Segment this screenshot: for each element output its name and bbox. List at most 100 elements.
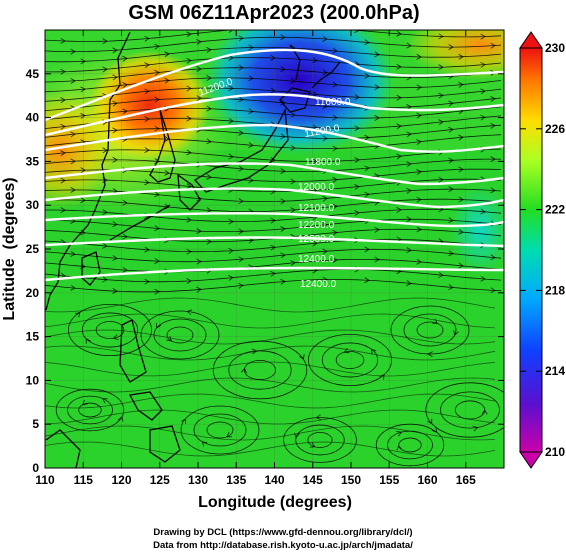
y-tick-label: 40 bbox=[26, 111, 40, 125]
wind-arrow-head bbox=[238, 256, 244, 263]
wind-arrow-head bbox=[458, 196, 464, 203]
wind-arrow-head bbox=[228, 247, 234, 254]
wind-arrow-head bbox=[206, 238, 212, 245]
contour-11200 bbox=[45, 48, 504, 122]
wind-arrow-head bbox=[155, 322, 162, 329]
streamline bbox=[45, 36, 502, 52]
wind-arrow-head bbox=[70, 78, 76, 84]
wind-arrow-head bbox=[364, 246, 370, 253]
wind-arrow-head bbox=[332, 114, 338, 121]
wind-arrow-head bbox=[196, 286, 202, 293]
wind-arrow-head bbox=[270, 157, 276, 163]
streamline bbox=[45, 313, 496, 329]
contour-label-12100: 12100.0 bbox=[298, 203, 335, 214]
wind-arrow-head bbox=[374, 226, 380, 233]
wind-arrow-head bbox=[228, 218, 234, 225]
wind-arrow-head bbox=[406, 216, 412, 223]
wind-arrow-head bbox=[102, 147, 108, 154]
contour-label-11800: 11800.0 bbox=[305, 157, 341, 168]
wind-arrow-head bbox=[315, 414, 322, 421]
x-tick-label: 145 bbox=[303, 473, 323, 487]
wind-arrow-head bbox=[312, 240, 318, 247]
contour-label-12300: 12300.0 bbox=[298, 234, 335, 245]
wind-arrow-head bbox=[354, 157, 360, 164]
wind-arrow-head bbox=[186, 31, 192, 38]
wind-arrow-head bbox=[416, 196, 422, 203]
wind-arrow-head bbox=[280, 99, 286, 106]
wind-arrow-head bbox=[280, 226, 286, 232]
wind-arrow-head bbox=[164, 51, 170, 58]
streamline bbox=[45, 97, 502, 111]
wind-arrow-head bbox=[122, 55, 128, 62]
colorbar: 210 214 218 222 226 230 bbox=[519, 31, 565, 469]
streamline-swirl bbox=[307, 333, 392, 386]
wind-arrow-head bbox=[102, 276, 108, 283]
wind-arrow-head bbox=[206, 138, 212, 145]
wind-arrow-head bbox=[322, 222, 328, 228]
wind-arrow-head bbox=[228, 117, 234, 124]
wind-arrow-head bbox=[458, 262, 464, 269]
x-tick-label: 115 bbox=[74, 473, 94, 487]
wind-arrow-head bbox=[186, 278, 192, 285]
wind-arrow-head bbox=[238, 198, 244, 205]
streamline-swirl bbox=[78, 402, 102, 418]
wind-arrow-head bbox=[448, 250, 454, 257]
wind-arrow-head bbox=[416, 112, 422, 119]
wind-arrow-head bbox=[406, 187, 412, 194]
wind-arrow-head bbox=[354, 125, 360, 132]
y-tick-label: 10 bbox=[26, 373, 40, 387]
colorbar-tick-label: 214 bbox=[545, 364, 565, 378]
y-tick-label: 25 bbox=[26, 242, 40, 256]
wind-arrow-head bbox=[490, 96, 496, 102]
streamline-swirl bbox=[403, 313, 457, 347]
wind-arrow-head bbox=[238, 282, 244, 289]
wind-arrow-head bbox=[427, 418, 433, 425]
streamline-swirl bbox=[307, 432, 333, 448]
wind-arrow-head bbox=[290, 178, 296, 185]
plot-area: 11200.0 11600.0 11200.0 11800.0 12000.0 … bbox=[45, 30, 504, 468]
coastline-taiwan bbox=[81, 251, 101, 286]
colorbar-tick-label: 222 bbox=[545, 203, 565, 217]
streamline bbox=[45, 208, 502, 222]
wind-arrow-head bbox=[70, 131, 76, 138]
wind-arrow-head bbox=[117, 416, 124, 422]
wind-arrow-head bbox=[374, 256, 380, 263]
wind-arrow-head bbox=[270, 217, 276, 224]
wind-arrow-head bbox=[112, 221, 118, 228]
wind-arrow-head bbox=[226, 432, 232, 438]
wind-arrow-head bbox=[371, 348, 377, 355]
streamline bbox=[45, 188, 502, 203]
streamline-swirl bbox=[321, 342, 379, 378]
wind-arrow-head bbox=[490, 122, 496, 129]
wind-arrow-head bbox=[70, 48, 76, 55]
wind-arrow-head bbox=[206, 173, 212, 180]
wind-arrow-head bbox=[280, 66, 286, 73]
colorbar-top-arrow bbox=[519, 31, 543, 49]
streamline-swirl bbox=[180, 405, 260, 455]
wind-arrow-head bbox=[238, 129, 244, 136]
wind-arrow-head bbox=[448, 157, 454, 164]
y-axis-label: Latitude (degrees) bbox=[1, 177, 18, 320]
streamline bbox=[45, 30, 502, 42]
y-tick-label: 30 bbox=[26, 198, 40, 212]
streamline-swirl bbox=[335, 351, 365, 369]
wind-arrow-head bbox=[396, 30, 402, 37]
x-tick-label: 120 bbox=[111, 473, 131, 487]
streamline-swirl bbox=[398, 437, 422, 453]
coastline-borneo bbox=[45, 429, 81, 468]
wind-arrow-head bbox=[164, 77, 170, 84]
wind-arrow-head bbox=[186, 115, 192, 122]
wind-arrow-head bbox=[438, 33, 444, 40]
streamline-swirl bbox=[416, 321, 444, 339]
wind-arrow-head bbox=[332, 229, 338, 236]
streamline bbox=[45, 269, 502, 283]
contour-label-12000: 12000.0 bbox=[298, 182, 335, 193]
wind-arrow-head bbox=[196, 228, 202, 235]
wind-arrow-head bbox=[228, 30, 234, 33]
wind-arrow-head bbox=[406, 247, 412, 254]
streamline bbox=[45, 198, 502, 212]
wind-arrow-head bbox=[396, 94, 402, 101]
contour-label-12200: 12200.0 bbox=[298, 220, 335, 231]
wind-arrow-head bbox=[196, 39, 202, 45]
streamline bbox=[45, 361, 496, 377]
